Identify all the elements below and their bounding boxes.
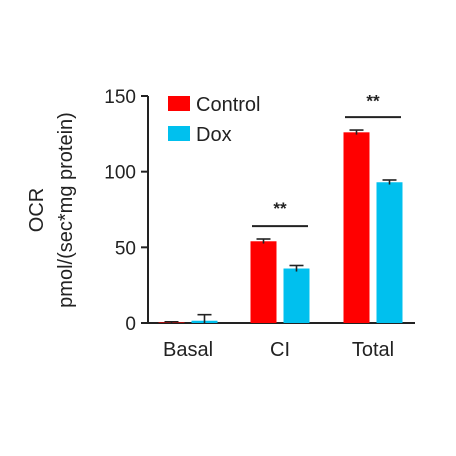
x-tick-label: Total xyxy=(352,339,394,361)
y-axis-label: OCR pmol/(sec*mg protein) xyxy=(26,112,77,308)
legend-label-dox: Dox xyxy=(196,124,232,146)
y-tick-label: 50 xyxy=(115,238,136,259)
significance-label: ** xyxy=(366,92,380,111)
x-tick-label: CI xyxy=(270,339,290,361)
y-tick-label: 150 xyxy=(104,87,136,108)
bar-control-total xyxy=(343,132,370,323)
legend-swatch-dox xyxy=(168,126,190,141)
bar-dox-ci xyxy=(283,268,310,323)
significance-label: ** xyxy=(273,199,287,218)
y-axis-label-line-1: OCR xyxy=(26,188,48,232)
y-axis-label-line-2: pmol/(sec*mg protein) xyxy=(55,112,77,308)
bar-dox-total xyxy=(376,182,403,323)
legend-swatch-control xyxy=(168,96,190,111)
plot-area: 0 50 100 150 Basal CI Total ** ** Control Dox xyxy=(104,87,415,361)
bar-control-ci xyxy=(250,241,277,323)
legend-label-control: Control xyxy=(196,94,260,116)
x-tick-label: Basal xyxy=(163,339,213,361)
y-tick-label: 100 xyxy=(104,163,136,184)
y-tick-label: 0 xyxy=(125,314,136,335)
